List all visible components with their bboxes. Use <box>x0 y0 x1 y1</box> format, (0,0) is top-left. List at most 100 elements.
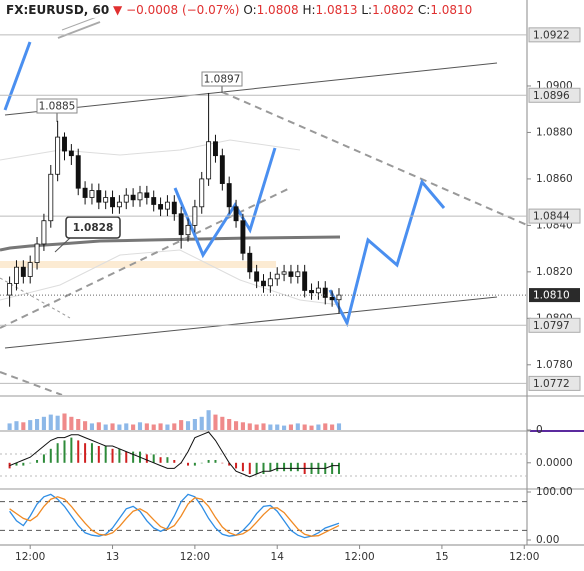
candle-body <box>192 206 198 226</box>
volume-bar <box>323 423 328 430</box>
volume-bar <box>28 420 33 430</box>
histogram-bar <box>248 462 251 474</box>
callout-label: 1.0828 <box>73 222 114 234</box>
price-label-box <box>528 317 581 333</box>
candle-body <box>315 287 321 294</box>
histogram-bar <box>145 454 148 463</box>
candle-body <box>96 190 102 203</box>
header: FX:EURUSD, 60 ▼ −0.0008 (−0.07%) O:1.080… <box>3 2 476 18</box>
candle-body <box>55 136 61 175</box>
price-label: 1.0797 <box>533 320 570 332</box>
histogram-bar <box>269 462 272 472</box>
volume-bar <box>227 419 232 430</box>
candle-body <box>206 141 212 180</box>
candle-body <box>75 155 81 189</box>
candle-body <box>199 178 205 208</box>
last-price-label: 1.0810 <box>533 290 570 302</box>
volume-bar <box>69 416 74 430</box>
candle-body <box>27 262 33 277</box>
last-price-box <box>529 288 580 303</box>
volume-bar <box>89 423 95 430</box>
volume-bar <box>158 423 163 430</box>
volume-bar <box>288 424 294 430</box>
open-label: O: <box>243 3 257 17</box>
histogram-bar <box>15 462 18 466</box>
symbol: FX:EURUSD, 60 <box>6 3 110 17</box>
price-label: 1.0772 <box>533 378 570 390</box>
candle-body <box>322 287 328 298</box>
candle-body <box>288 271 294 277</box>
volume-bar <box>83 421 88 430</box>
volume-bar <box>41 416 46 430</box>
candle-body <box>261 280 266 287</box>
histogram-bar <box>104 446 107 463</box>
candle-body <box>274 273 280 280</box>
volume-bar <box>165 424 170 430</box>
x-tick-label: 12:00 <box>344 551 374 563</box>
volume-bar <box>330 424 335 430</box>
candle-body <box>213 141 218 157</box>
histogram-bar <box>283 462 286 472</box>
projection-line <box>173 147 277 259</box>
histogram-bar <box>193 462 196 466</box>
candle-body <box>7 283 13 296</box>
volume-bar <box>62 413 67 430</box>
volume-bar <box>131 424 136 430</box>
histogram-bar <box>56 443 59 463</box>
volume-bar <box>302 424 307 430</box>
histogram-bar <box>29 462 32 464</box>
histogram-bar <box>77 440 80 463</box>
low-value: 1.0802 <box>372 3 415 17</box>
candle-body <box>295 271 301 277</box>
histogram-bar <box>337 462 340 474</box>
volume-bar <box>151 424 156 430</box>
y-tick-label: 1.0860 <box>536 173 573 185</box>
volume-bar <box>21 422 26 430</box>
volume-bar <box>336 423 342 430</box>
close-value: 1.0810 <box>430 3 473 17</box>
macd-line <box>9 431 339 478</box>
histogram-bar <box>262 462 265 474</box>
histogram-bar <box>42 454 45 463</box>
zone <box>0 261 276 268</box>
volume-bar <box>76 419 81 430</box>
volume-bar <box>233 421 239 430</box>
candle-body <box>178 213 184 236</box>
candle-body <box>185 224 191 236</box>
volume-bar <box>117 424 122 430</box>
projection-line <box>3 41 32 111</box>
volume-bar <box>282 425 287 430</box>
volume-bar <box>34 419 40 430</box>
histogram-bar <box>331 462 334 474</box>
candle-body <box>110 197 115 208</box>
histogram-bar <box>90 443 93 463</box>
histogram-bar <box>235 462 238 469</box>
callout-box <box>201 71 243 87</box>
volume-bar <box>179 420 184 430</box>
volume-bar <box>295 423 300 430</box>
x-tick-label: 15 <box>435 551 448 563</box>
volume-bar <box>268 424 273 430</box>
volume-bar <box>55 415 60 430</box>
volume-bar <box>261 423 266 430</box>
candle-body <box>103 197 109 203</box>
histogram-bar <box>200 462 203 464</box>
trend-line <box>57 21 101 39</box>
candle-body <box>233 206 239 222</box>
drawings: 1.0885 1.0897 1.0828 <box>0 11 527 395</box>
histogram-bar <box>132 451 135 463</box>
histogram-bar <box>84 443 87 463</box>
volume-bar <box>124 423 129 430</box>
candle-body <box>267 278 273 287</box>
volume-bar <box>213 414 218 430</box>
high-value: 1.0813 <box>315 3 358 17</box>
channel-line <box>4 62 498 116</box>
volume-bar <box>275 424 280 430</box>
histogram-bar <box>97 446 100 463</box>
volume-bar <box>103 424 108 430</box>
band <box>0 139 301 161</box>
price-label: 1.0896 <box>533 90 570 102</box>
volume-bar <box>7 423 12 430</box>
